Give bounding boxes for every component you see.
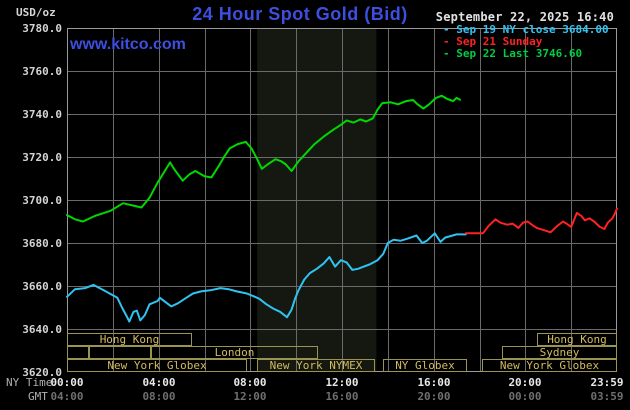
x-axis-tick-label-ny: 08:00 xyxy=(233,376,267,389)
series-line-1 xyxy=(464,207,618,235)
x-axis-tick-label-ny: 12:00 xyxy=(325,376,359,389)
market-session-box xyxy=(67,346,89,359)
y-axis-tick-label: 3700.0 xyxy=(22,194,62,207)
x-axis-tick-label-gmt: 16:00 xyxy=(325,390,359,403)
y-axis-tick-label: 3740.0 xyxy=(22,108,62,121)
market-session-box-new-york-nymex: New York NYMEX xyxy=(257,359,375,372)
series-line-0 xyxy=(66,232,467,323)
gmt-axis-caption: GMT xyxy=(28,390,48,403)
x-axis-tick-label-gmt: 00:00 xyxy=(508,390,542,403)
x-axis-tick-label-ny: 04:00 xyxy=(142,376,176,389)
kitco-watermark-link[interactable]: www.kitco.com xyxy=(70,36,186,53)
y-axis-tick-label: 3720.0 xyxy=(22,151,62,164)
legend-item-sep21: - Sep 21 Sunday xyxy=(443,35,543,48)
x-axis-tick-label-gmt: 08:00 xyxy=(142,390,176,403)
market-session-box-london: London xyxy=(151,346,318,359)
y-axis-tick-label: 3640.0 xyxy=(22,323,62,336)
x-axis-tick-label-gmt: 03:59 xyxy=(590,390,624,403)
x-axis-tick-label-ny: 00:00 xyxy=(50,376,84,389)
ny-time-axis-caption: NY Time xyxy=(6,376,53,389)
market-session-box xyxy=(89,346,151,359)
market-session-box-sydney: Sydney xyxy=(502,346,617,359)
x-axis-tick-label-ny: 16:00 xyxy=(417,376,451,389)
market-session-box-new-york-globex: New York Globex xyxy=(67,359,247,372)
y-axis-tick-label: 3660.0 xyxy=(22,280,62,293)
y-axis-tick-label: 3780.0 xyxy=(22,22,62,35)
chart-timestamp: September 22, 2025 16:40 xyxy=(435,10,614,24)
market-session-box-ny-globex: NY Globex xyxy=(383,359,467,372)
market-session-box-hong-kong: Hong Kong xyxy=(537,333,617,346)
y-axis-tick-label: 3680.0 xyxy=(22,237,62,250)
legend-item-sep22: - Sep 22 Last 3746.60 xyxy=(443,47,583,60)
y-axis-tick-label: 3620.0 xyxy=(22,366,62,379)
series-line-2 xyxy=(66,94,461,223)
x-axis-tick-label-ny: 20:00 xyxy=(508,376,542,389)
market-session-box-hong-kong: Hong Kong xyxy=(67,333,192,346)
chart-title: 24 Hour Spot Gold (Bid) xyxy=(192,4,408,24)
x-axis-tick-label-ny: 23:59 xyxy=(590,376,624,389)
market-session-box-new-york-globex: New York Globex xyxy=(482,359,617,372)
chart-legend: - Sep 19 NY close 3684.00 - Sep 21 Sunda… xyxy=(443,24,609,60)
x-axis-tick-label-gmt: 20:00 xyxy=(417,390,451,403)
x-axis-tick-label-gmt: 12:00 xyxy=(233,390,267,403)
x-axis-tick-label-gmt: 04:00 xyxy=(50,390,84,403)
legend-item-sep19: - Sep 19 NY close 3684.00 xyxy=(443,23,609,36)
y-axis-unit-label: USD/oz xyxy=(16,6,56,19)
y-axis-tick-label: 3760.0 xyxy=(22,65,62,78)
